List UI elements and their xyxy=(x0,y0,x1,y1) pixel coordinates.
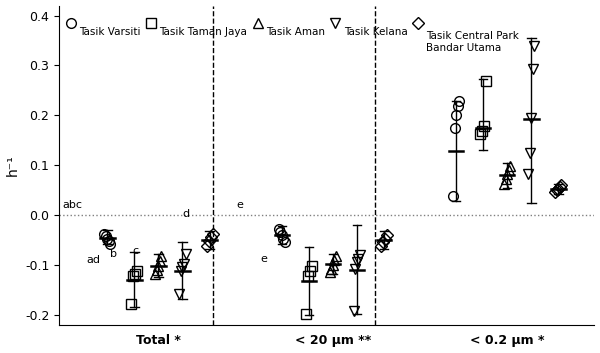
Text: e: e xyxy=(260,254,268,264)
Text: ad: ad xyxy=(86,255,100,265)
Text: b: b xyxy=(110,249,118,259)
Text: abc: abc xyxy=(62,200,82,210)
Text: e: e xyxy=(236,200,244,210)
Text: c: c xyxy=(133,246,139,256)
Text: d: d xyxy=(182,209,190,219)
Legend: Tasik Varsiti, Tasik Taman Jaya, Tasik Aman, Tasik Kelana, Tasik Central Park
Ba: Tasik Varsiti, Tasik Taman Jaya, Tasik A… xyxy=(64,11,520,35)
Y-axis label: h⁻¹: h⁻¹ xyxy=(5,154,20,176)
